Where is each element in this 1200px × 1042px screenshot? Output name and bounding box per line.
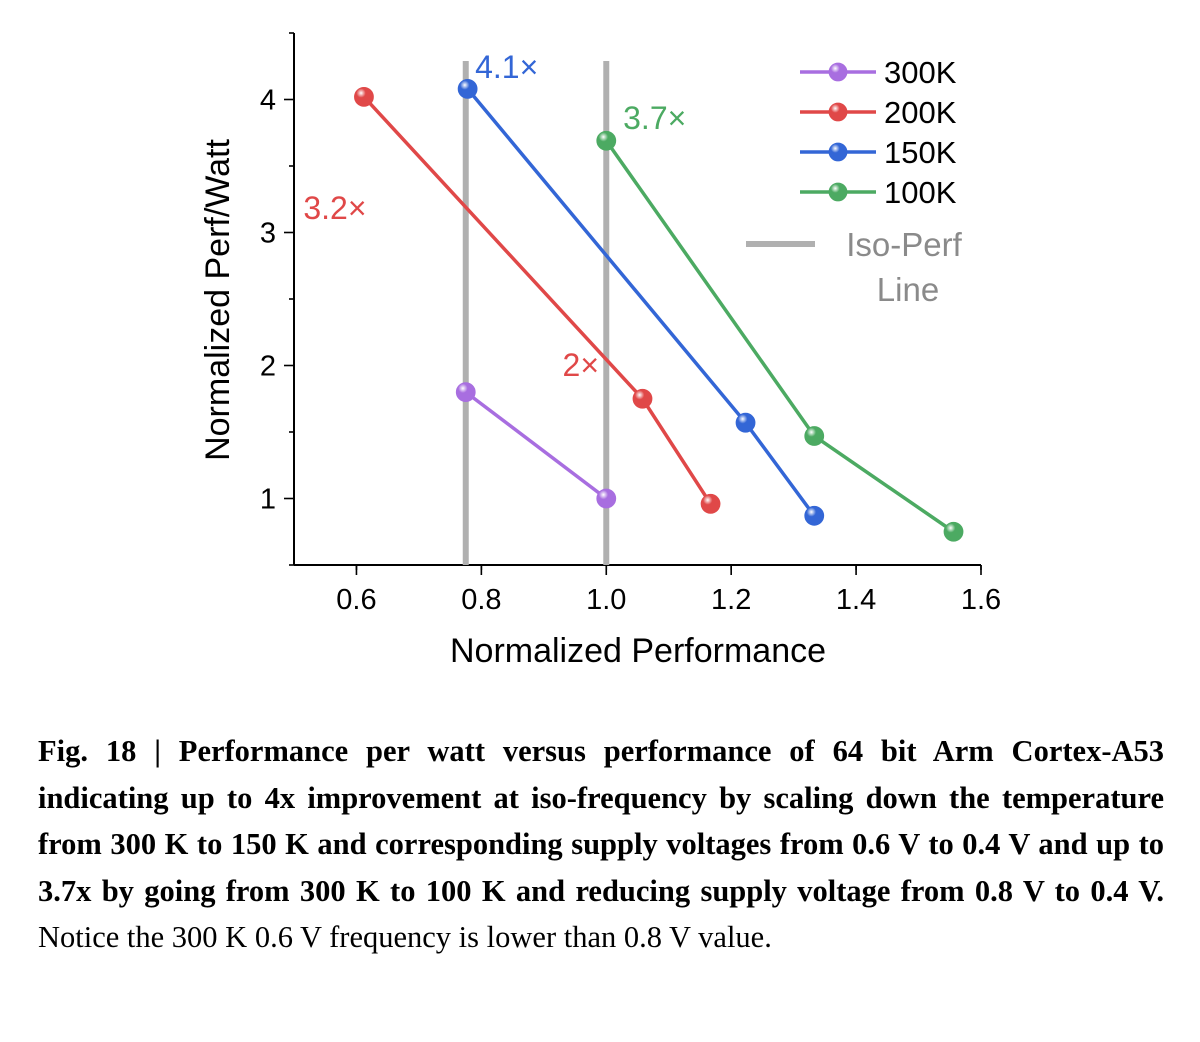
x-tick-label: 1.0 <box>586 584 626 616</box>
y-tick-label: 3 <box>260 218 276 250</box>
series-line-150K <box>466 87 816 517</box>
iso-perf-lines <box>462 61 610 565</box>
chart-annotations: 4.1× 3.7× 3.2× 2× <box>303 49 686 383</box>
x-tick-label: 1.2 <box>711 584 751 616</box>
chart-legend: 300K 200K 150K 100K Iso-Perf Line <box>746 55 963 308</box>
chart-ticks: 0.6 0.8 1.0 1.2 1.4 1.6 1 2 3 4 <box>260 32 1001 616</box>
data-point-100K <box>804 426 825 446</box>
x-tick-label: 1.4 <box>836 584 876 616</box>
data-point-100K <box>596 130 617 151</box>
annotation-label: 3.7× <box>623 100 686 136</box>
x-tick-label: 0.8 <box>461 584 501 616</box>
legend-label: 300K <box>884 55 957 90</box>
legend-marker-100K <box>828 182 848 202</box>
legend-marker-200K <box>828 102 848 122</box>
data-point-300K <box>455 382 476 403</box>
chart: 0.6 0.8 1.0 1.2 1.4 1.6 1 2 3 4 4.1× 3.7× 3.2× 2× 30… <box>199 32 1001 670</box>
figure-caption: Fig. 18 | Performance per watt versus pe… <box>38 728 1164 961</box>
legend-label: 200K <box>884 95 957 130</box>
y-tick-label: 2 <box>260 351 276 383</box>
annotation-label: 4.1× <box>475 49 538 85</box>
legend-label: 150K <box>884 135 957 170</box>
data-point-150K <box>457 78 478 99</box>
data-point-300K <box>596 488 617 509</box>
data-point-150K <box>804 505 825 526</box>
annotation-label: 3.2× <box>303 190 366 226</box>
x-axis-title: Normalized Performance <box>450 632 826 670</box>
caption-normal-text: Notice the 300 K 0.6 V frequency is lowe… <box>38 920 772 954</box>
legend-marker-150K <box>828 142 848 162</box>
legend-marker-300K <box>828 62 848 82</box>
data-point-200K <box>354 86 374 107</box>
legend-iso-label: Iso-Perf <box>846 226 962 263</box>
annotation-label: 2× <box>563 347 599 383</box>
legend-label: 100K <box>884 175 957 210</box>
series-line-200K <box>362 95 713 505</box>
y-tick-label: 1 <box>260 484 276 516</box>
data-point-200K <box>632 388 653 409</box>
y-axis-title: Normalized Perf/Watt <box>199 139 237 461</box>
data-point-100K <box>943 521 964 542</box>
data-point-150K <box>735 412 756 433</box>
chart-series <box>354 78 964 542</box>
legend-iso-label: Line <box>877 271 939 308</box>
y-tick-label: 4 <box>260 85 276 117</box>
x-tick-label: 1.6 <box>961 584 1001 616</box>
x-tick-label: 0.6 <box>336 584 376 616</box>
caption-bold-text: Fig. 18 | Performance per watt versus pe… <box>38 734 1164 908</box>
series-line-300K <box>464 390 608 500</box>
data-point-200K <box>700 493 721 514</box>
